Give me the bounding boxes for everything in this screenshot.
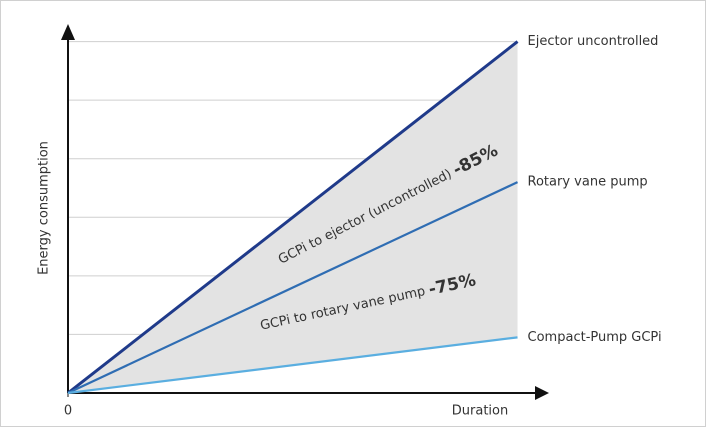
y-axis-label: Energy consumption [37, 141, 52, 275]
series-label: Compact-Pump GCPi [528, 330, 662, 345]
x-tick-label: 0 [64, 404, 72, 419]
x-axis-label: Duration [452, 404, 508, 419]
x-axis-arrow [535, 386, 549, 400]
series-label: Rotary vane pump [528, 175, 648, 190]
series-line [67, 40, 519, 395]
series-line [67, 181, 519, 394]
series-label: Ejector uncontrolled [528, 34, 659, 49]
series-line [67, 336, 518, 395]
y-axis-arrow [61, 24, 75, 40]
